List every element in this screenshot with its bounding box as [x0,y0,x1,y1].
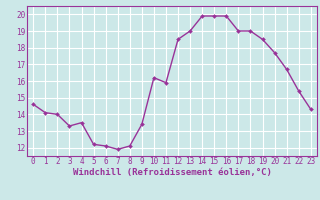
X-axis label: Windchill (Refroidissement éolien,°C): Windchill (Refroidissement éolien,°C) [73,168,271,177]
